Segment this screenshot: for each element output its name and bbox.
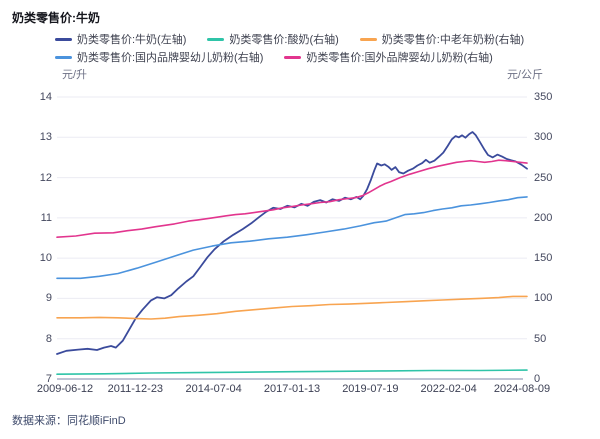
right-axis-tick: 200 bbox=[534, 211, 553, 224]
legend-row-2: 奶类零售价:国内品牌婴幼儿奶粉(右轴) 奶类零售价:国外品牌婴幼儿奶粉(右轴) bbox=[55, 48, 555, 66]
x-axis-tick: 2014-07-04 bbox=[185, 383, 242, 395]
right-axis-tick: 300 bbox=[534, 131, 553, 144]
x-axis-tick: 2024-08-09 bbox=[493, 383, 551, 395]
left-axis-tick: 12 bbox=[39, 171, 52, 184]
legend-label: 奶类零售价:中老年奶粉(右轴) bbox=[381, 34, 525, 46]
left-axis-tick: 10 bbox=[39, 252, 52, 265]
left-axis-tick: 8 bbox=[45, 332, 52, 345]
legend-label: 奶类零售价:牛奶(左轴) bbox=[77, 34, 187, 46]
legend-line-icon bbox=[359, 37, 377, 41]
left-axis-tick: 7 bbox=[45, 373, 52, 385]
legend-item-3[interactable]: 奶类零售价:中老年奶粉(右轴) bbox=[359, 31, 525, 47]
right-axis-tick: 50 bbox=[534, 332, 547, 345]
left-axis-tick: 9 bbox=[45, 292, 52, 305]
data-source: 数据来源：同花顺iFinD bbox=[12, 415, 126, 427]
left-axis-tick: 14 bbox=[39, 91, 52, 103]
left-axis-tick: 11 bbox=[40, 211, 52, 224]
x-axis-tick: 2011-12-23 bbox=[107, 383, 164, 395]
x-axis-tick: 2017-01-13 bbox=[263, 383, 321, 395]
x-axis-tick: 2009-06-12 bbox=[36, 383, 94, 395]
right-axis-tick: 100 bbox=[534, 292, 553, 305]
series-line bbox=[56, 159, 528, 238]
legend-row-1: 奶类零售价:牛奶(左轴) 奶类零售价:酸奶(右轴) 奶类零售价:中老年奶粉(右轴) bbox=[55, 30, 555, 48]
right-axis-unit: 元/公斤 bbox=[506, 69, 543, 81]
legend-line-icon bbox=[284, 55, 302, 59]
legend-label: 奶类零售价:国外品牌婴幼儿奶粉(右轴) bbox=[306, 52, 493, 64]
legend-item-4[interactable]: 奶类零售价:国内品牌婴幼儿奶粉(右轴) bbox=[55, 49, 263, 65]
series-line bbox=[56, 196, 528, 280]
series-line bbox=[56, 131, 528, 355]
series-line bbox=[56, 369, 528, 376]
left-axis-unit: 元/升 bbox=[62, 69, 88, 81]
legend-line-icon bbox=[55, 55, 72, 59]
legend-item-2[interactable]: 奶类零售价:酸奶(右轴) bbox=[207, 31, 339, 47]
left-axis-tick: 13 bbox=[39, 131, 52, 144]
legend-label: 奶类零售价:酸奶(右轴) bbox=[229, 34, 339, 46]
legend-line-icon bbox=[55, 37, 72, 41]
x-axis-tick: 2022-02-04 bbox=[420, 383, 477, 395]
legend-line-icon bbox=[207, 37, 225, 41]
right-axis-tick: 250 bbox=[534, 171, 553, 184]
right-axis-tick: 350 bbox=[534, 91, 553, 103]
series-line bbox=[56, 295, 528, 320]
x-axis-tick: 2019-07-19 bbox=[342, 383, 399, 395]
legend-item-1[interactable]: 奶类零售价:牛奶(左轴) bbox=[55, 31, 186, 47]
right-axis-tick: 0 bbox=[534, 373, 541, 385]
chart-title: 奶类零售价:牛奶 bbox=[12, 11, 100, 25]
right-axis-tick: 150 bbox=[534, 252, 553, 265]
legend-label: 奶类零售价:国内品牌婴幼儿奶粉(右轴) bbox=[77, 52, 264, 64]
legend: 奶类零售价:牛奶(左轴) 奶类零售价:酸奶(右轴) 奶类零售价:中老年奶粉(右轴) … bbox=[55, 30, 555, 66]
legend-item-5[interactable]: 奶类零售价:国外品牌婴幼儿奶粉(右轴) bbox=[284, 49, 493, 65]
